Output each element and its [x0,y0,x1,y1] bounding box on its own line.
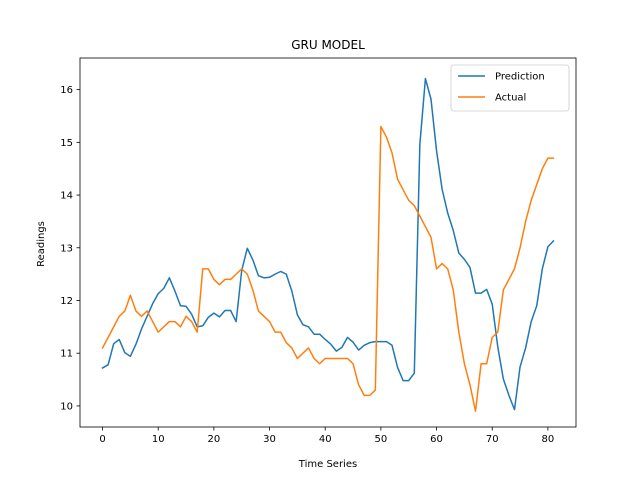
y-axis: 10 11 12 13 14 15 16 [60,85,80,412]
y-axis-label: Readings [36,221,47,267]
plot-area [79,57,577,428]
y-tick-label: 16 [60,85,73,96]
x-tick-label: 50 [375,434,388,445]
x-tick-label: 70 [486,434,499,445]
series-line-prediction [101,77,555,411]
y-tick-label: 13 [60,243,73,254]
y-tick-label: 12 [60,296,73,307]
y-tick-label: 14 [60,191,73,202]
x-tick-label: 80 [542,434,555,445]
x-tick-label: 0 [99,434,105,445]
y-tick-label: 11 [60,349,73,360]
x-tick-label: 20 [208,434,221,445]
x-tick-label: 10 [152,434,165,445]
x-tick-label: 40 [319,434,332,445]
chart-title: GRU MODEL [291,38,365,52]
legend: Prediction Actual [450,64,570,112]
x-axis-label: Time Series [298,459,357,470]
x-tick-label: 60 [430,434,443,445]
legend-label-prediction: Prediction [495,72,545,83]
y-tick-label: 15 [60,138,73,149]
x-tick-label: 30 [263,434,276,445]
x-axis: 0 10 20 30 40 50 60 70 80 [99,427,554,445]
plot-frame [79,57,577,428]
series-layer [101,77,555,412]
y-tick-label: 10 [60,401,73,412]
legend-label-actual: Actual [495,93,526,104]
series-line-actual [101,125,555,412]
